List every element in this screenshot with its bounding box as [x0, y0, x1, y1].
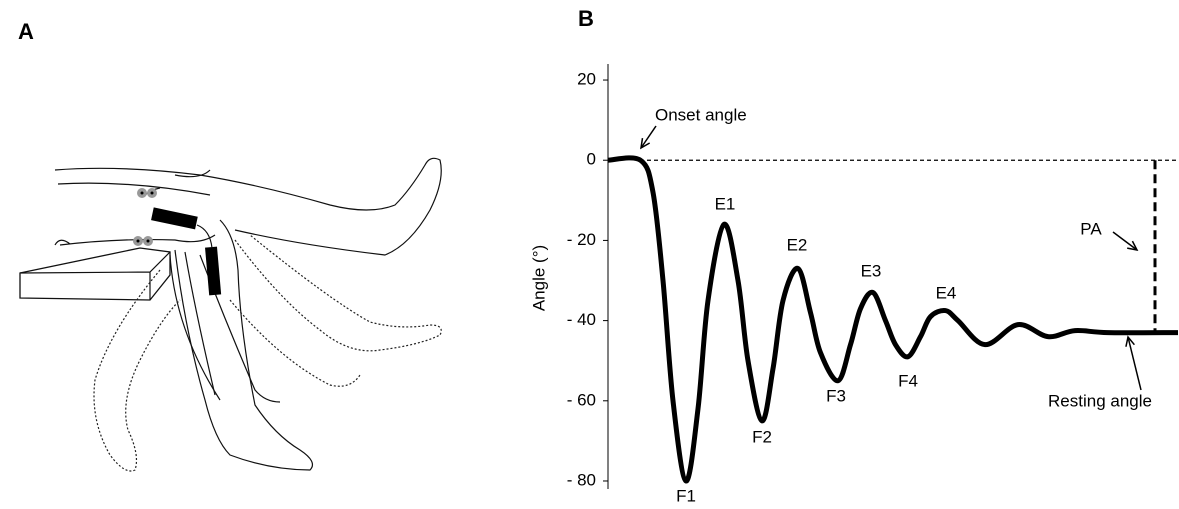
y-tick-label: - 80 — [567, 470, 596, 489]
y-tick-label: - 60 — [567, 390, 596, 409]
annotation: F4 — [898, 371, 918, 390]
y-tick-label: 20 — [577, 70, 596, 89]
arrow-head — [1125, 335, 1135, 347]
y-tick-label: - 20 — [567, 230, 596, 249]
annotation: F2 — [752, 427, 772, 446]
annotation-arrow — [1112, 231, 1138, 251]
annotation-arrow — [1127, 336, 1142, 391]
annotation: E2 — [787, 235, 808, 254]
arrow-head — [1127, 240, 1139, 252]
y-tick-label: 0 — [587, 150, 596, 169]
annotation: E3 — [861, 261, 882, 280]
data-line — [607, 155, 1179, 484]
annotation: F1 — [676, 486, 696, 505]
panel-label: B — [578, 6, 594, 31]
annotation: Onset angle — [655, 105, 747, 124]
leg-illustration — [19, 157, 442, 472]
y-tick-label: - 40 — [567, 310, 596, 329]
annotation: E1 — [715, 194, 736, 213]
annotation: Resting angle — [1048, 391, 1152, 410]
annotation: PA — [1080, 219, 1102, 238]
annotation: F3 — [826, 386, 846, 405]
annotation-arrow — [640, 125, 657, 149]
y-axis-label: Angle (°) — [529, 245, 548, 311]
panel-label: A — [18, 19, 34, 44]
annotation: E4 — [936, 283, 957, 302]
arrow-head — [640, 137, 651, 150]
